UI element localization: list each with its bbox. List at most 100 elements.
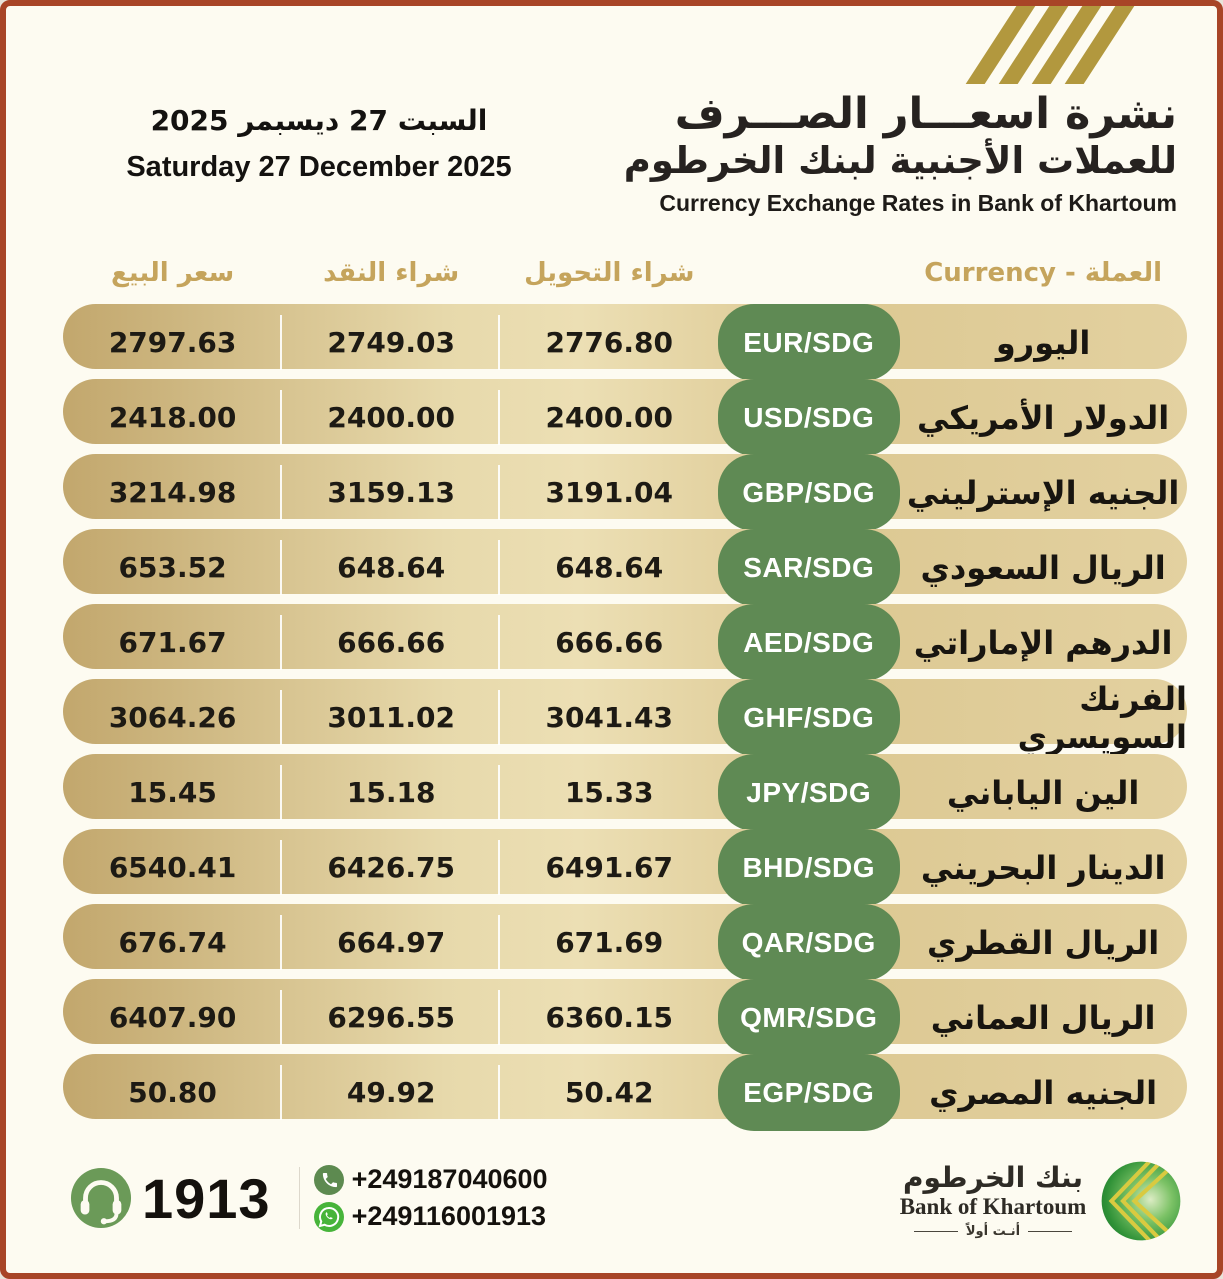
sell-price-value: 50.80 [63, 1054, 283, 1131]
column-header-sell-price: سعر البيع [111, 258, 235, 288]
currency-code-cell: EGP/SDG [717, 1054, 900, 1131]
cash-buy-value: 49.92 [282, 1054, 501, 1131]
currency-code-badge: QAR/SDG [717, 904, 900, 981]
cash-buy-value: 3011.02 [282, 679, 501, 756]
currency-code-badge: BHD/SDG [717, 829, 900, 906]
phone-number: +249187040600 [351, 1164, 548, 1194]
whatsapp-icon [313, 1201, 344, 1232]
table-row: 2418.00 2400.00 2400.00 USD/SDG الدولار … [63, 379, 1187, 456]
column-header-transfer-buy: شراء التحويل [524, 258, 695, 288]
currency-code-cell: SAR/SDG [717, 529, 900, 606]
cash-buy-value: 15.18 [282, 754, 501, 831]
footer-divider [298, 1167, 300, 1229]
title-english: Currency Exchange Rates in Bank of Khart… [659, 189, 1177, 216]
currency-name-arabic: الدولار الأمريكي [916, 398, 1170, 437]
phone-numbers: +249187040600 +249116001913 [313, 1164, 548, 1232]
table-header-row: سعر البيع شراء النقد شراء التحويل العملة… [63, 250, 1187, 296]
sell-price-value: 2418.00 [63, 379, 283, 456]
table-row: 50.80 49.92 50.42 EGP/SDG الجنيه المصري [63, 1054, 1187, 1131]
sell-price-value: 653.52 [63, 529, 283, 606]
bank-name-arabic: بنك الخرطوم [903, 1160, 1083, 1194]
bank-tagline: أنـت أولاً [898, 1224, 1088, 1239]
table-row: 671.67 666.66 666.66 AED/SDG الدرهم الإم… [63, 604, 1187, 681]
cash-buy-value: 6296.55 [282, 979, 501, 1056]
sell-price-value: 3064.26 [63, 679, 283, 756]
date-block: السبت 27 ديسبمر 2025 Saturday 27 Decembe… [94, 104, 544, 184]
cash-buy-value: 648.64 [282, 529, 501, 606]
cash-buy-value: 3159.13 [282, 454, 501, 531]
page-title: نشرة اسعـــار الصـــرف للعملات الأجنبية … [517, 89, 1177, 217]
transfer-buy-value: 50.42 [564, 1076, 654, 1109]
currency-code-cell: BHD/SDG [717, 829, 900, 906]
currency-code-badge: EUR/SDG [717, 304, 900, 381]
table-row: 6407.90 6296.55 6360.15 QMR/SDG الريال ا… [63, 979, 1187, 1056]
currency-name-arabic: الريال السعودي [920, 548, 1166, 587]
cash-buy-value: 6426.75 [282, 829, 501, 906]
phone-line: +249187040600 [313, 1164, 548, 1195]
title-arabic-line1: نشرة اسعـــار الصـــرف [674, 89, 1177, 139]
transfer-buy-value: 3191.04 [545, 476, 673, 509]
currency-code-badge: SAR/SDG [717, 529, 900, 606]
sell-price-value: 6540.41 [63, 829, 283, 906]
currency-code-badge: JPY/SDG [717, 754, 900, 831]
currency-name-arabic: الدينار البحريني [920, 848, 1166, 887]
currency-name-arabic: الين الياباني [946, 773, 1140, 812]
currency-code-badge: GHF/SDG [717, 679, 900, 756]
whatsapp-line: +249116001913 [313, 1201, 548, 1232]
hotline-block: 1913 +249187040600 +2491160019 [70, 1164, 548, 1232]
currency-code-badge: GBP/SDG [717, 454, 900, 531]
tagline-dash [1028, 1230, 1073, 1232]
table-row: 15.45 15.18 15.33 JPY/SDG الين الياباني [63, 754, 1187, 831]
currency-code-cell: QMR/SDG [717, 979, 900, 1056]
column-header-currency: العملة - Currency [924, 258, 1163, 288]
bank-logo-mark-icon [1101, 1161, 1181, 1241]
currency-code-cell: JPY/SDG [717, 754, 900, 831]
column-header-cash-buy: شراء النقد [323, 258, 460, 288]
transfer-buy-value: 648.64 [555, 551, 664, 584]
phone-icon [313, 1164, 344, 1195]
headset-icon [70, 1167, 132, 1229]
table-row: 2797.63 2749.03 2776.80 EUR/SDG اليورو [63, 304, 1187, 381]
table-body: 2797.63 2749.03 2776.80 EUR/SDG اليورو 2… [63, 304, 1187, 1131]
currency-code-cell: GHF/SDG [717, 679, 900, 756]
currency-code-badge: EGP/SDG [717, 1054, 900, 1131]
date-english: Saturday 27 December 2025 [126, 151, 512, 183]
sell-price-value: 15.45 [63, 754, 283, 831]
gold-stripes-decoration [965, 6, 1135, 84]
table-row: 653.52 648.64 648.64 SAR/SDG الريال السع… [63, 529, 1187, 606]
hotline-number: 1913 [142, 1166, 271, 1230]
table-row: 3064.26 3011.02 3041.43 GHF/SDG الفرنك ا… [63, 679, 1187, 756]
footer: 1913 +249187040600 +2491160019 [6, 1154, 1217, 1273]
currency-name-arabic: الجنيه الإسترليني [906, 473, 1180, 512]
currency-name-arabic: الريال القطري [926, 923, 1160, 962]
cash-buy-value: 664.97 [282, 904, 501, 981]
transfer-buy-value: 671.69 [555, 926, 664, 959]
currency-name-arabic: الفرنك السويسري [1017, 679, 1187, 756]
currency-code-cell: USD/SDG [717, 379, 900, 456]
transfer-buy-value: 15.33 [564, 776, 654, 809]
transfer-buy-value: 6360.15 [545, 1001, 673, 1034]
currency-code-cell: AED/SDG [717, 604, 900, 681]
currency-name-arabic: اليورو [995, 323, 1091, 362]
transfer-buy-value: 666.66 [555, 626, 664, 659]
currency-name-arabic: الدرهم الإماراتي [913, 623, 1173, 662]
currency-code-badge: QMR/SDG [717, 979, 900, 1056]
currency-code-cell: QAR/SDG [717, 904, 900, 981]
cash-buy-value: 666.66 [282, 604, 501, 681]
transfer-buy-value: 2400.00 [545, 401, 673, 434]
currency-name-arabic: الجنيه المصري [929, 1073, 1158, 1112]
bank-logo: بنك الخرطوم Bank of Khartoum أنـت أولاً [898, 1160, 1182, 1242]
transfer-buy-value: 6491.67 [545, 851, 673, 884]
currency-name-arabic: الريال العماني [930, 998, 1156, 1037]
sell-price-value: 2797.63 [63, 304, 283, 381]
tagline-dash [913, 1230, 958, 1232]
whatsapp-number: +249116001913 [351, 1201, 547, 1231]
currency-code-cell: EUR/SDG [717, 304, 900, 381]
transfer-buy-value: 2776.80 [545, 326, 673, 359]
bank-logo-text: بنك الخرطوم Bank of Khartoum أنـت أولاً [898, 1160, 1088, 1239]
title-arabic-line2: للعملات الأجنبية لبنك الخرطوم [623, 139, 1177, 183]
table-row: 6540.41 6426.75 6491.67 BHD/SDG الدينار … [63, 829, 1187, 906]
cash-buy-value: 2400.00 [282, 379, 501, 456]
transfer-buy-value: 3041.43 [545, 701, 673, 734]
sell-price-value: 671.67 [63, 604, 283, 681]
